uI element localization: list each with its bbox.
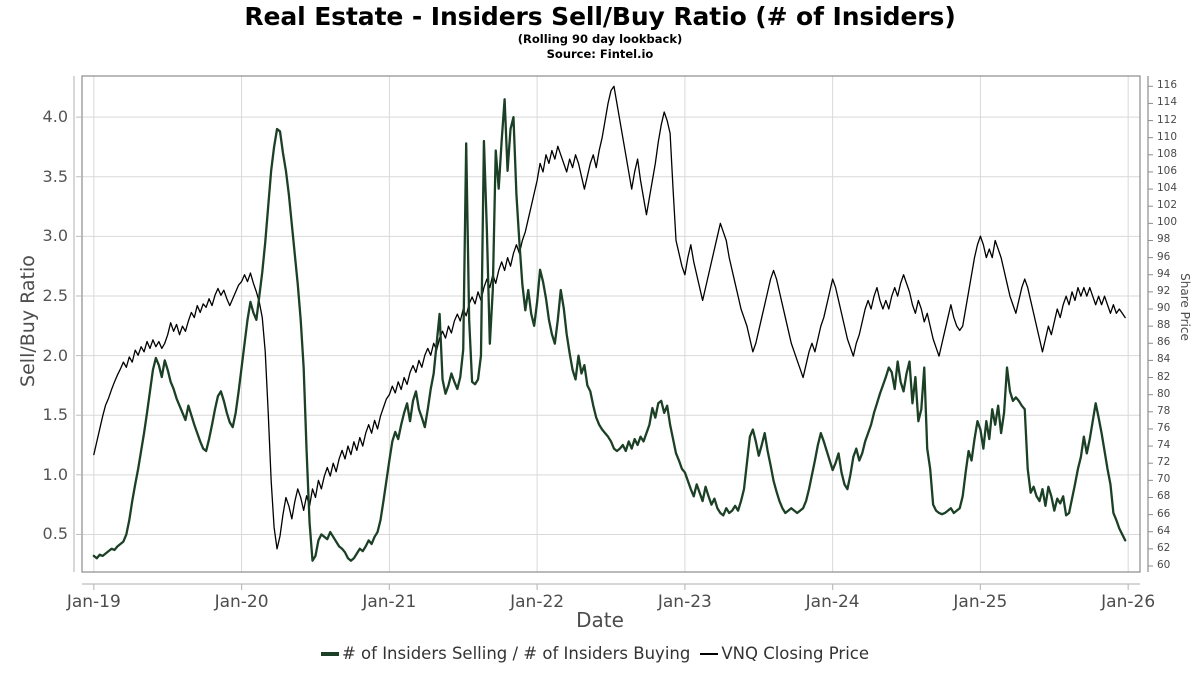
y-axis-right-tick-label: 82 bbox=[1157, 370, 1171, 383]
y-axis-right-tick-label: 116 bbox=[1157, 79, 1178, 92]
y-axis-left-tick-label: 1.5 bbox=[42, 405, 68, 425]
y-axis-right-tick-label: 70 bbox=[1157, 473, 1171, 486]
y-axis-right-tick-label: 60 bbox=[1157, 559, 1171, 571]
legend-line-icon bbox=[320, 651, 339, 656]
x-axis-tick-label: Jan-23 bbox=[657, 592, 712, 612]
chart-source: Source: Fintel.io bbox=[546, 47, 654, 61]
y-axis-left-tick-label: 1.0 bbox=[42, 464, 68, 484]
y-axis-right-tick-label: 74 bbox=[1157, 439, 1171, 452]
chart-subtitle: (Rolling 90 day lookback) bbox=[517, 32, 683, 46]
y-axis-right-tick-label: 80 bbox=[1157, 387, 1171, 400]
y-axis-left-tick-label: 3.0 bbox=[42, 226, 68, 246]
y-axis-right-tick-label: 78 bbox=[1157, 404, 1171, 417]
y-axis-right-tick-label: 66 bbox=[1157, 507, 1171, 520]
y-axis-right-tick-label: 94 bbox=[1157, 267, 1171, 280]
x-axis-tick-label: Jan-26 bbox=[1101, 592, 1156, 612]
y-axis-right-tick-label: 88 bbox=[1157, 319, 1171, 332]
title-block: Real Estate - Insiders Sell/Buy Ratio (#… bbox=[0, 2, 1200, 62]
y-axis-right-tick-label: 114 bbox=[1157, 96, 1178, 109]
y-axis-left-tick-label: 3.5 bbox=[42, 166, 68, 186]
y-axis-right-tick-label: 64 bbox=[1157, 524, 1171, 537]
legend-item[interactable]: VNQ Closing Price bbox=[700, 644, 869, 663]
x-axis-tick-label: Jan-20 bbox=[214, 592, 269, 612]
y-axis-right-tick-label: 108 bbox=[1157, 147, 1178, 160]
y-axis-right-tick-label: 84 bbox=[1157, 353, 1171, 366]
y-axis-right-tick-label: 100 bbox=[1157, 216, 1178, 229]
legend-label: # of Insiders Selling / # of Insiders Bu… bbox=[341, 644, 691, 663]
y-axis-right-tick-label: 112 bbox=[1157, 113, 1178, 126]
y-axis-right-tick-label: 104 bbox=[1157, 182, 1178, 195]
ratio-line-series bbox=[92, 98, 1127, 562]
y-axis-left-tick-label: 2.5 bbox=[42, 285, 68, 305]
y-axis-right-tick-label: 102 bbox=[1157, 199, 1178, 212]
y-axis-right-tick-label: 92 bbox=[1157, 284, 1171, 297]
x-axis-tick-label: Jan-25 bbox=[953, 592, 1008, 612]
chart-legend: # of Insiders Selling / # of Insiders Bu… bbox=[0, 644, 1200, 663]
y-axis-right-tick-label: 96 bbox=[1157, 250, 1171, 263]
x-axis-title: Date bbox=[576, 608, 624, 632]
y-axis-right-tick-label: 62 bbox=[1157, 541, 1171, 554]
y-axis-right-tick-label: 106 bbox=[1157, 164, 1178, 177]
y-axis-right-tick-label: 110 bbox=[1157, 130, 1178, 143]
plot-frame bbox=[81, 75, 1141, 573]
legend-line-icon bbox=[700, 652, 719, 655]
y-axis-right-tick-label: 90 bbox=[1157, 302, 1171, 314]
x-axis-tick-label: Jan-21 bbox=[362, 592, 417, 612]
x-axis-tick-label: Jan-22 bbox=[510, 592, 565, 612]
plot-background bbox=[82, 76, 1140, 572]
y-axis-left-tick-label: 0.5 bbox=[42, 524, 68, 544]
y-axis-right-tick-label: 76 bbox=[1157, 421, 1171, 434]
y-axis-left-tick-label: 2.0 bbox=[42, 345, 68, 365]
y-axis-right-tick-label: 68 bbox=[1157, 490, 1171, 503]
legend-item[interactable]: # of Insiders Selling / # of Insiders Bu… bbox=[320, 644, 691, 663]
y-axis-right-tick-label: 86 bbox=[1157, 336, 1171, 349]
y-axis-right-tick-label: 98 bbox=[1157, 233, 1171, 246]
y-axis-right-tick-label: 72 bbox=[1157, 456, 1171, 469]
x-axis-tick-label: Jan-19 bbox=[66, 592, 121, 612]
y-axis-left-tick-label: 4.0 bbox=[42, 107, 68, 127]
legend-label: VNQ Closing Price bbox=[721, 644, 870, 663]
price-line-series bbox=[93, 85, 1126, 550]
page-title: Real Estate - Insiders Sell/Buy Ratio (#… bbox=[244, 2, 956, 31]
x-axis-tick-label: Jan-24 bbox=[805, 592, 860, 612]
